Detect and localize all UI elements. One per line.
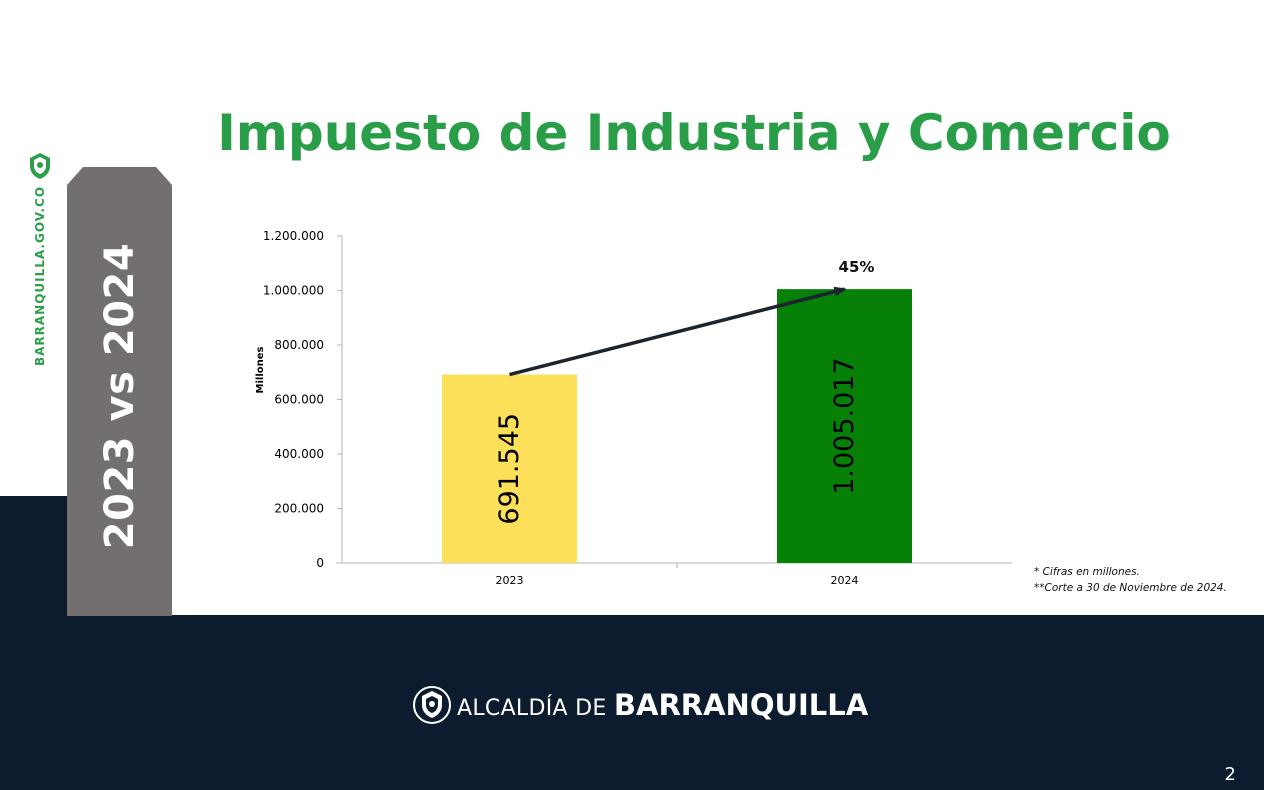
bar-value-label: 691.545 xyxy=(494,413,525,525)
growth-percent-label: 45% xyxy=(839,258,875,276)
brand-name: BARRANQUILLA xyxy=(613,688,869,722)
page-title: Impuesto de Industria y Comercio xyxy=(217,104,1171,162)
page-number: 2 xyxy=(1224,764,1236,785)
y-tick-label: 600.000 xyxy=(274,393,324,407)
bar-value-label: 1.005.017 xyxy=(829,357,860,494)
brand-prefix: ALCALDÍA DE xyxy=(457,696,614,721)
coat-of-arms-icon xyxy=(30,153,50,179)
x-tick-label: 2024 xyxy=(831,574,859,587)
y-tick-label: 1.000.000 xyxy=(263,284,324,298)
y-tick-label: 400.000 xyxy=(274,447,324,461)
note-units: * Cifras en millones. xyxy=(1034,566,1140,578)
dark-band-left xyxy=(0,496,67,616)
footer-band xyxy=(0,615,1264,790)
growth-arrow xyxy=(509,286,847,377)
y-tick-label: 1.200.000 xyxy=(263,229,324,243)
x-tick-label: 2023 xyxy=(496,574,524,587)
y-tick-label: 200.000 xyxy=(274,502,324,516)
side-tab xyxy=(67,167,172,616)
brand-text: ALCALDÍA DE BARRANQUILLA xyxy=(457,688,868,722)
y-axis-label: Millones xyxy=(255,346,266,393)
y-tick-label: 800.000 xyxy=(274,338,324,352)
bar-2024 xyxy=(777,289,912,563)
coat-of-arms-icon xyxy=(413,686,451,724)
brand-logo: ALCALDÍA DE BARRANQUILLA xyxy=(413,684,868,726)
note-cutoff: **Corte a 30 de Noviembre de 2024. xyxy=(1034,582,1227,594)
y-tick-label: 0 xyxy=(316,556,324,570)
bar-2023 xyxy=(442,374,577,563)
